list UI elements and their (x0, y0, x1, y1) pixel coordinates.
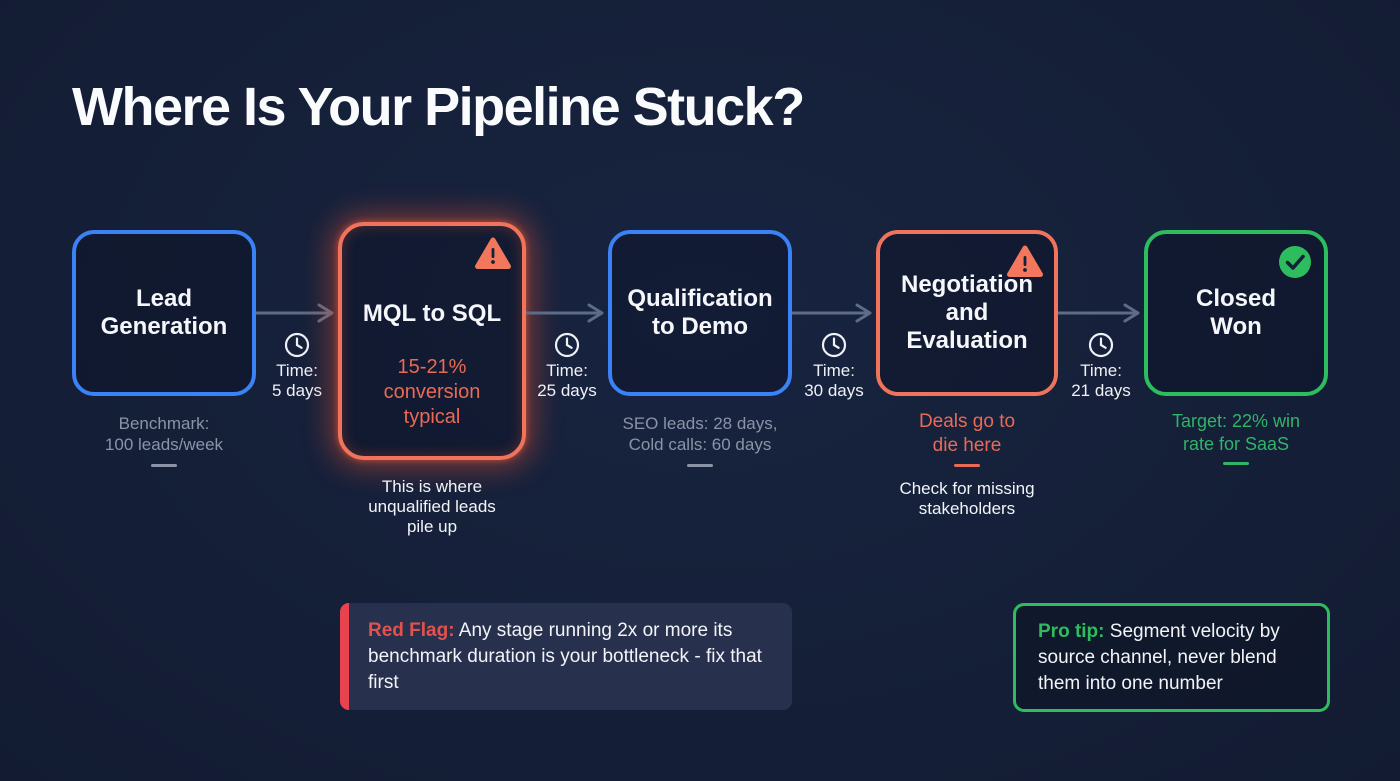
stage-negotiation-evaluation: Negotiation and Evaluation (876, 230, 1058, 396)
arrow-icon (256, 303, 334, 323)
divider-dash (1223, 462, 1249, 465)
stage-label: Lead Generation (100, 285, 228, 340)
clock-icon (284, 332, 310, 358)
divider-dash (954, 464, 980, 467)
red-flag-text: Any stage running 2x or more its benchma… (368, 620, 762, 693)
arrow-icon (792, 303, 872, 323)
stage-closed-won: Closed Won (1144, 230, 1328, 396)
time-value: 30 days (804, 381, 864, 400)
stage-qualification-to-demo: Qualification to Demo (608, 230, 792, 396)
warning-icon (475, 237, 511, 269)
page-title: Where Is Your Pipeline Stuck? (72, 77, 805, 137)
clock-icon (554, 332, 580, 358)
check-icon (1279, 246, 1311, 278)
stage-lead-generation-note: Benchmark: 100 leads/week (104, 414, 224, 454)
red-flag-prefix: Red Flag: (368, 620, 455, 641)
red-accent-bar (340, 603, 349, 710)
arrow-icon (526, 303, 604, 323)
time-label: Time: (546, 361, 588, 380)
clock-icon (1088, 332, 1114, 358)
stage-mql-to-sql: MQL to SQL 15-21% conversion typical (338, 222, 526, 460)
stage-lead-generation: Lead Generation (72, 230, 256, 396)
divider-dash (151, 464, 177, 467)
time-value: 21 days (1071, 381, 1131, 400)
connector-time: Time: 21 days (1049, 361, 1153, 401)
red-flag-callout: Red Flag: Any stage running 2x or more i… (340, 603, 792, 710)
stage-mql-note: This is where unqualified leads pile up (368, 477, 496, 536)
time-value: 5 days (271, 381, 323, 400)
divider-dash (687, 464, 713, 467)
connector-time: Time: 30 days (782, 361, 886, 401)
pro-tip-prefix: Pro tip: (1038, 621, 1105, 642)
stage-negotiation-warning-note: Deals go to die here (918, 411, 1016, 456)
time-value: 25 days (537, 381, 597, 400)
stage-closed-won-note: Target: 22% win rate for SaaS (1171, 411, 1301, 454)
time-label: Time: (1080, 361, 1122, 380)
stage-stat: 15-21% conversion typical (383, 356, 481, 428)
warning-icon (1007, 245, 1043, 277)
stage-label: Qualification to Demo (627, 285, 773, 340)
stage-label: Closed Won (1195, 285, 1276, 340)
stage-label: Negotiation and Evaluation (901, 271, 1033, 354)
connector-time: Time: 5 days (245, 361, 349, 401)
time-label: Time: (276, 361, 318, 380)
pro-tip-text: Segment velocity by source channel, neve… (1038, 621, 1280, 694)
time-label: Time: (813, 361, 855, 380)
stage-negotiation-note: Check for missing stakeholders (899, 479, 1035, 518)
connector-time: Time: 25 days (515, 361, 619, 401)
clock-icon (821, 332, 847, 358)
stage-qualification-note: SEO leads: 28 days, Cold calls: 60 days (622, 414, 778, 454)
stage-label: MQL to SQL (362, 300, 502, 327)
arrow-icon (1058, 303, 1140, 323)
pro-tip-callout: Pro tip: Segment velocity by source chan… (1013, 603, 1330, 712)
